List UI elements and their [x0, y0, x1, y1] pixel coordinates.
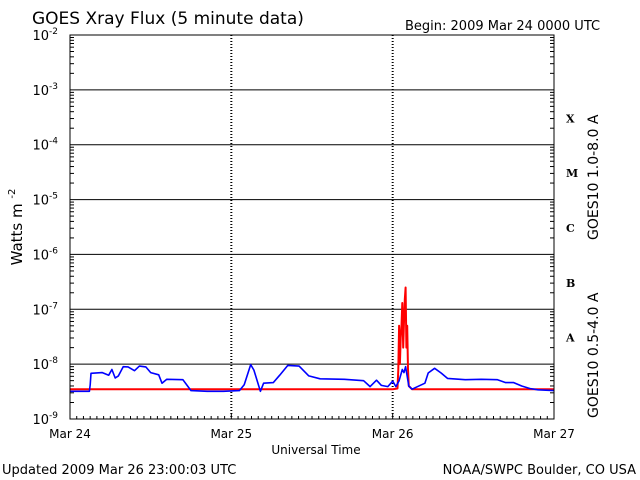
- y-tick-label: 10-3: [32, 82, 58, 99]
- updated-timestamp: Updated 2009 Mar 26 23:00:03 UTC: [2, 463, 236, 478]
- y-tick-label: 10-5: [32, 192, 58, 209]
- x-tick-labels: Mar 24 Mar 25 Mar 26 Mar 27: [49, 427, 575, 441]
- flare-class-c: C: [566, 222, 575, 235]
- flare-class-a: A: [565, 332, 575, 345]
- y-axis-label: Watts m -2: [7, 189, 26, 266]
- legend-long-channel: GOES10 1.0-8.0 A: [586, 114, 602, 240]
- y-tick-label: 10-6: [32, 246, 58, 263]
- flare-class-b: B: [566, 277, 575, 290]
- y-tick-label: 10-2: [32, 27, 58, 44]
- begin-time: Begin: 2009 Mar 24 0000 UTC: [405, 19, 600, 34]
- y-axis-label-exponent: -2: [7, 189, 18, 199]
- y-tick-label: 10-9: [32, 411, 58, 428]
- series-line-long-channel: [70, 286, 554, 391]
- y-tick-label: 10-4: [32, 137, 58, 154]
- y-tick-label: 10-7: [32, 301, 58, 318]
- chart-title: GOES Xray Flux (5 minute data): [32, 9, 304, 29]
- credit-text: NOAA/SWPC Boulder, CO USA: [443, 463, 636, 478]
- flare-class-labels: X M C B A: [565, 112, 578, 344]
- grid-lines: [70, 35, 554, 419]
- x-tick-label: Mar 27: [533, 427, 575, 441]
- legend-short-channel: GOES10 0.5-4.0 A: [586, 292, 602, 418]
- data-series: [70, 286, 555, 393]
- x-tick-label: Mar 25: [210, 427, 252, 441]
- y-tick-labels: 10-2 10-3 10-4 10-5 10-6 10-7 10-8 10-9: [32, 27, 58, 428]
- svg-text:Watts m -2: Watts m -2: [7, 189, 26, 266]
- series-line-short-channel: [70, 363, 555, 393]
- x-tick-label: Mar 24: [49, 427, 91, 441]
- x-tick-label: Mar 26: [372, 427, 414, 441]
- plot-frame: [69, 34, 555, 420]
- flare-class-m: M: [566, 167, 578, 180]
- flare-class-x: X: [566, 112, 575, 125]
- axis-ticks: [69, 37, 555, 419]
- y-tick-label: 10-8: [32, 356, 58, 373]
- y-axis-label-text: Watts m: [8, 203, 26, 265]
- x-axis-label: Universal Time: [271, 443, 360, 457]
